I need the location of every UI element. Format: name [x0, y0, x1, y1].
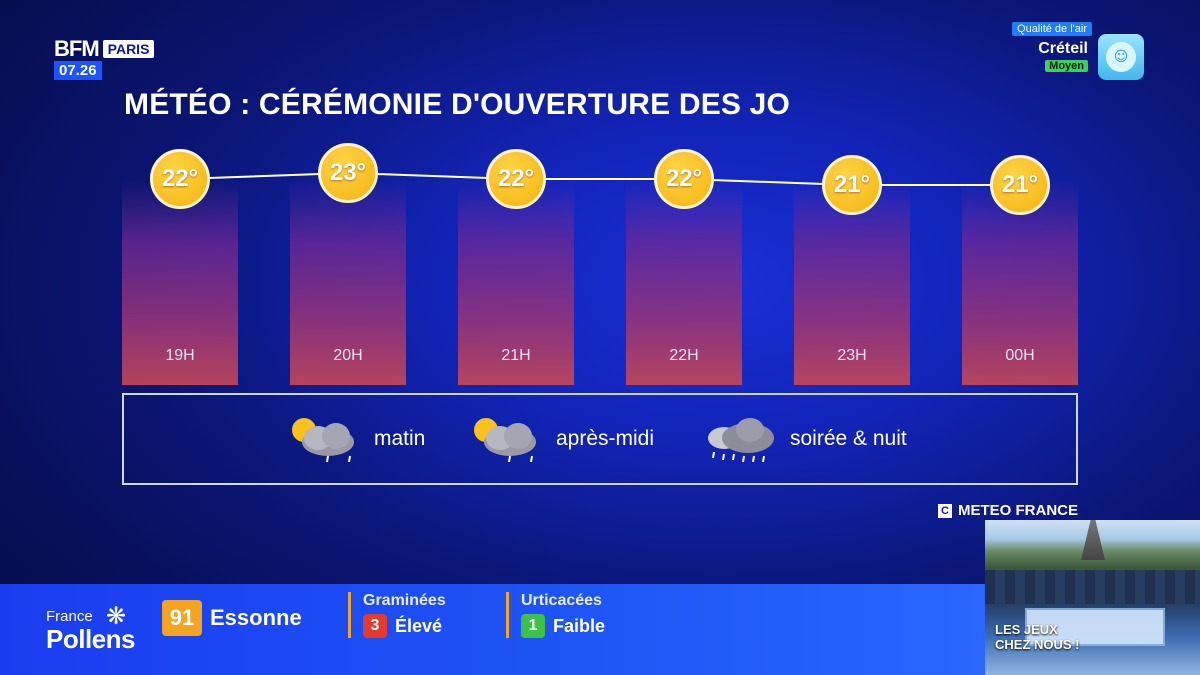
time-column: 00H	[962, 180, 1078, 385]
x-tick-label: 20H	[333, 347, 363, 364]
source-credit: C METEO FRANCE	[938, 502, 1078, 519]
air-quality-heading: Qualité de l'air	[1012, 22, 1092, 36]
page-title: MÉTÉO : CÉRÉMONIE D'OUVERTURE DES JO	[124, 88, 791, 121]
time-column: 20H	[290, 180, 406, 385]
department-name: Essonne	[210, 605, 302, 630]
brand-top: France	[46, 608, 93, 625]
temperature-marker: 22°	[150, 149, 210, 209]
legend-item-soiree-nuit: soirée & nuit	[700, 395, 907, 483]
meteo-france-icon: C	[938, 503, 952, 518]
air-quality-widget: Qualité de l'air Créteil Moyen ☺	[994, 22, 1144, 82]
temperature-marker: 21°	[822, 155, 882, 215]
x-tick-label: 00H	[1005, 347, 1035, 364]
time-column: 22H	[626, 180, 742, 385]
pollen-level: Faible	[553, 615, 606, 636]
legend-item-apres-midi: après-midi	[466, 395, 654, 483]
thumbnail-caption: LES JEUX CHEZ NOUS !	[995, 622, 1080, 652]
air-quality-city: Créteil	[1038, 40, 1088, 57]
caption-line2: CHEZ NOUS !	[995, 637, 1080, 652]
sun-cloud-rain-icon	[474, 418, 536, 463]
france-pollens-logo: France ❋ Pollens	[46, 602, 156, 662]
time-column: 23H	[794, 180, 910, 385]
legend-label: matin	[374, 427, 426, 450]
time-column: 21H	[458, 180, 574, 385]
pollen-level-number: 1	[521, 614, 545, 638]
logo-city: PARIS	[102, 40, 155, 58]
air-quality-icon: ☺	[1098, 34, 1144, 80]
temperature-marker: 21°	[990, 155, 1050, 215]
pollen-level-number: 3	[363, 614, 387, 638]
pollen-name: Graminées	[363, 592, 446, 609]
temperature-marker: 23°	[318, 143, 378, 203]
stadium-field	[1025, 608, 1165, 646]
weather-legend: matin après-midi soirée & nuit	[122, 393, 1078, 485]
x-tick-label: 23H	[837, 347, 867, 364]
sun-cloud-rain-icon	[292, 418, 354, 463]
department-number: 91	[162, 600, 202, 636]
temperature-marker: 22°	[486, 149, 546, 209]
cloud-showers-icon	[708, 418, 774, 463]
flower-icon: ❋	[106, 602, 127, 630]
brand-bottom: Pollens	[46, 624, 135, 654]
air-quality-level: Moyen	[1045, 60, 1088, 72]
temperature-line	[179, 171, 1020, 186]
logo-bfm: BFM	[54, 36, 100, 61]
x-tick-label: 21H	[501, 347, 531, 364]
pollen-name: Urticacées	[521, 592, 602, 609]
x-tick-label: 19H	[165, 347, 195, 364]
legend-label: après-midi	[556, 427, 655, 450]
pollen-ticker: France ❋ Pollens	[0, 584, 985, 675]
caption-line1: LES JEUX	[995, 622, 1058, 637]
legend-item-matin: matin	[284, 395, 425, 483]
pollen-level: Élevé	[395, 615, 443, 636]
time-column: 19H	[122, 180, 238, 385]
temperature-marker: 22°	[654, 149, 714, 209]
pollen-item-urticacees: Urticacées 1 Faible	[506, 592, 605, 638]
legend-label: soirée & nuit	[790, 427, 907, 450]
pollen-item-graminees: Graminées 3 Élevé	[348, 592, 446, 638]
channel-logo: BFM PARIS	[54, 36, 155, 62]
source-label: METEO FRANCE	[958, 502, 1078, 519]
x-tick-label: 22H	[669, 347, 699, 364]
clock: 07.26	[54, 61, 102, 80]
eiffel-tower-shape	[1081, 520, 1105, 560]
stadium-stands	[985, 570, 1200, 604]
video-thumbnail: LES JEUX CHEZ NOUS !	[985, 520, 1200, 675]
department: 91 Essonne	[162, 600, 302, 636]
